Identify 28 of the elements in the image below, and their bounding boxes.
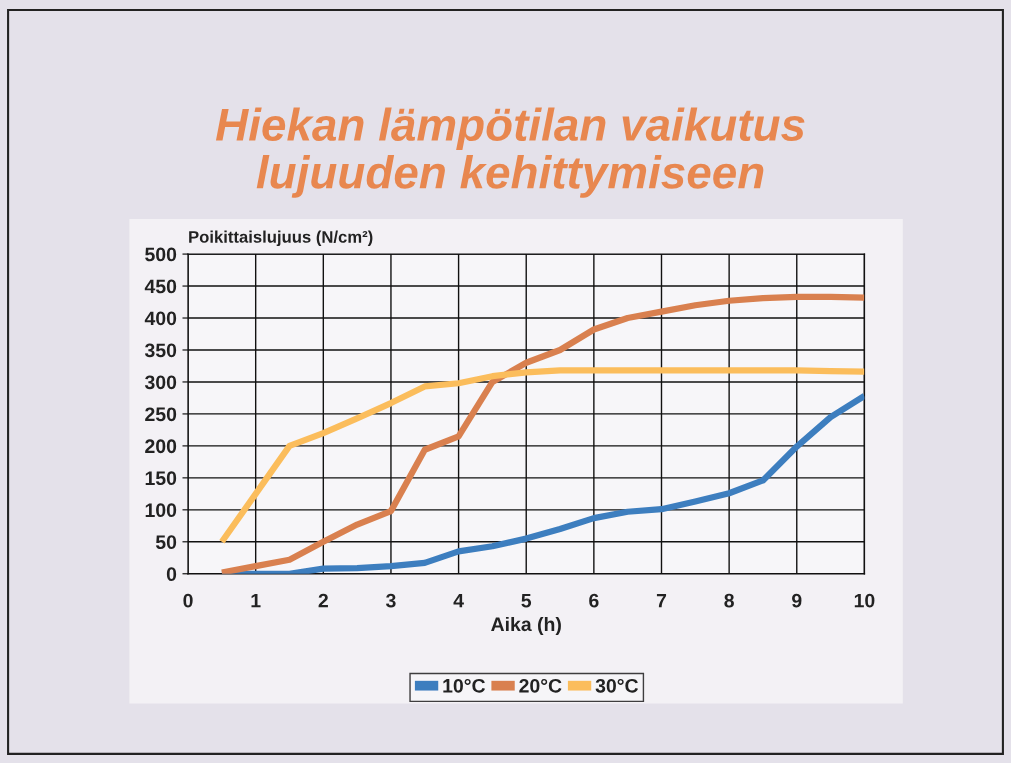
x-tick-label: 2: [318, 593, 328, 608]
x-axis-title: Aika (h): [491, 616, 561, 636]
y-tick-label: 100: [145, 503, 177, 518]
x-tick-label: 5: [521, 593, 532, 608]
x-tick-label: 7: [656, 593, 667, 608]
x-tick-label: 9: [792, 593, 802, 608]
y-tick-label: 500: [145, 247, 177, 262]
y-tick-label: 350: [144, 343, 177, 358]
chart-title: Hiekan lämpötilan vaikutus lujuuden kehittymiseen: [215, 107, 805, 198]
legend-label: 10°C: [443, 678, 486, 693]
y-tick-label: 400: [144, 311, 177, 326]
x-tick-label: 1: [251, 593, 261, 608]
x-tick-label: 0: [183, 593, 193, 608]
x-tick-label: 3: [385, 593, 396, 608]
y-tick-label: 150: [145, 471, 177, 486]
x-tick-label: 4: [453, 593, 464, 608]
y-tick-label: 50: [155, 535, 177, 550]
y-tick-label: 250: [145, 407, 177, 422]
y-axis-title: Poikittaislujuus (N/cm²): [189, 230, 373, 247]
y-tick-label: 300: [144, 375, 177, 390]
x-tick-label: 10: [854, 593, 875, 608]
x-tick-label: 8: [724, 593, 734, 608]
legend-label: 20°C: [519, 678, 562, 693]
y-tick-label: 0: [166, 567, 177, 582]
y-tick-label: 200: [145, 439, 177, 454]
x-tick-label: 6: [589, 593, 599, 608]
y-tick-label: 450: [144, 279, 177, 294]
legend-label: 30°C: [595, 678, 639, 693]
